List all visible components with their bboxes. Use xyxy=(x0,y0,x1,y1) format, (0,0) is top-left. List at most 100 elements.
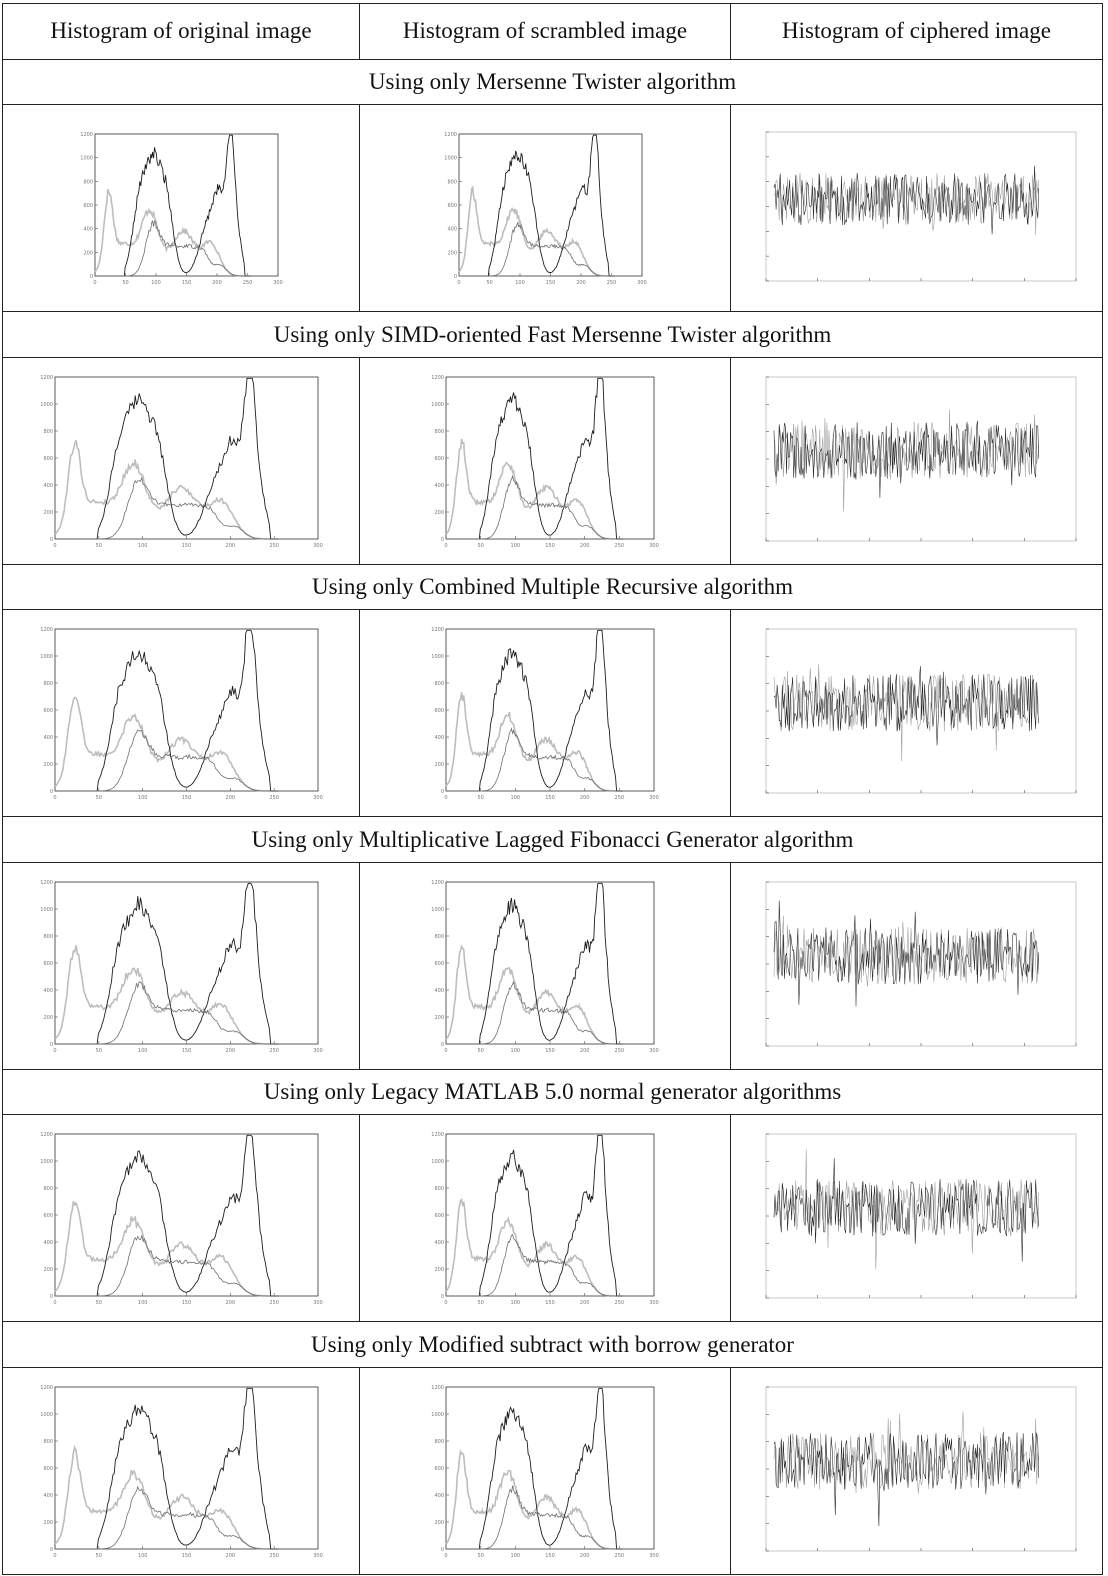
y-tick-label: 1200 xyxy=(40,1132,53,1138)
y-tick-label: 1200 xyxy=(431,1385,444,1391)
x-tick-label: 300 xyxy=(649,1300,659,1306)
x-tick-label: 150 xyxy=(545,1048,555,1054)
x-tick-label: 200 xyxy=(225,1553,235,1559)
y-tick-label: 600 xyxy=(434,1466,444,1472)
original-histogram-plot: 1200 1000 800 600 400 200 00 50 100 150 200 250 300 xyxy=(40,880,323,1054)
y-tick-label: 800 xyxy=(434,1439,444,1445)
y-tick-label: 1200 xyxy=(40,1385,53,1391)
scrambled-histogram-cell: 1200 1000 800 600 400 200 0 0 50 100 150 200 250 300 xyxy=(359,861,731,1070)
y-tick-label: 600 xyxy=(434,708,444,714)
channel-mid-line xyxy=(54,476,278,540)
x-tick-label: 150 xyxy=(181,280,191,286)
x-tick-label: 100 xyxy=(515,280,525,286)
x-tick-label: 250 xyxy=(269,1553,279,1559)
x-tick-label: 50 xyxy=(122,280,128,286)
channel-light-line xyxy=(457,185,614,278)
header-ciphered: Histogram of ciphered image xyxy=(730,3,1103,60)
y-tick-label: 400 xyxy=(43,1240,53,1246)
y-tick-label: 800 xyxy=(434,681,444,687)
x-tick-label: 150 xyxy=(545,795,555,801)
x-tick-label: 300 xyxy=(313,1048,323,1054)
x-tick-label: 200 xyxy=(580,1048,590,1054)
y-tick-label: 200 xyxy=(43,762,53,768)
channel-dark-line xyxy=(54,1387,278,1550)
plot-frame xyxy=(445,1386,655,1550)
ciphered-histogram-cell xyxy=(730,1114,1103,1323)
y-tick-label: 400 xyxy=(43,735,53,741)
x-tick-label: 300 xyxy=(313,1300,323,1306)
plots-row: 1200 1000 800 600 400 200 0 0 50 100 150 200 250 300 … xyxy=(2,861,1103,1070)
y-tick-label: 200 xyxy=(447,251,457,257)
channel-dark-line xyxy=(446,1135,623,1297)
y-tick-label: 1200 xyxy=(40,880,53,886)
section-row: Using only Mersenne Twister algorithm xyxy=(2,58,1103,106)
scrambled-histogram-plot: 1200 1000 800 600 400 200 00 50 100 150 200 250 300 xyxy=(431,1385,659,1559)
x-tick-label: 200 xyxy=(580,1300,590,1306)
ciphered-histogram-cell xyxy=(730,861,1103,1070)
x-tick-label: 150 xyxy=(545,280,555,286)
y-tick-label: 200 xyxy=(434,1015,444,1021)
x-tick-label: 150 xyxy=(181,795,191,801)
channel-light-line xyxy=(54,696,278,793)
channel-mid-line xyxy=(446,1234,623,1297)
x-tick-label: 150 xyxy=(181,1048,191,1054)
cipher-dark-line xyxy=(773,666,1039,746)
x-tick-label: 50 xyxy=(477,543,483,549)
channel-mid-line xyxy=(54,981,278,1045)
x-tick-label: 250 xyxy=(615,543,625,549)
x-tick-label: 250 xyxy=(269,543,279,549)
channel-mid-line xyxy=(446,981,623,1045)
x-tick-label: 100 xyxy=(511,1553,521,1559)
y-tick-label: 400 xyxy=(43,483,53,489)
scrambled-histogram-cell: 1200 1000 800 600 400 200 0 0 50 100 150 200 250 300 xyxy=(359,1114,731,1323)
x-tick-label: 300 xyxy=(313,795,323,801)
y-tick-label: 600 xyxy=(83,203,93,209)
y-tick-label: 400 xyxy=(83,227,93,233)
x-tick-label: 0 xyxy=(444,543,447,549)
y-tick-label: 1000 xyxy=(40,402,53,408)
x-tick-label: 300 xyxy=(649,795,659,801)
y-tick-label: 1200 xyxy=(80,132,93,138)
x-tick-label: 300 xyxy=(649,1553,659,1559)
original-histogram-cell: 1200 1000 800 600 400 200 0 0 50 100 150 200 250 300 xyxy=(2,609,360,818)
y-tick-label: 1200 xyxy=(431,375,444,381)
original-histogram-plot: 1200 1000 800 600 400 200 00 50 100 150 200 250 300 xyxy=(40,627,323,801)
cipher-dark-line xyxy=(773,1431,1039,1526)
y-tick-label: 600 xyxy=(447,203,457,209)
scrambled-histogram-cell: 1200 1000 800 600 400 200 0 0 50 100 150 200 250 300 xyxy=(359,104,731,313)
y-tick-label: 800 xyxy=(43,681,53,687)
y-tick-label: 0 xyxy=(49,1547,52,1553)
ciphered-histogram-plot xyxy=(765,131,1076,282)
x-tick-label: 100 xyxy=(511,543,521,549)
channel-light-line xyxy=(53,1444,278,1550)
channel-dark-line xyxy=(446,377,623,540)
y-tick-label: 400 xyxy=(434,1240,444,1246)
x-tick-label: 100 xyxy=(137,1048,147,1054)
ciphered-histogram-cell xyxy=(730,609,1103,818)
x-tick-label: 50 xyxy=(95,1553,101,1559)
y-tick-label: 0 xyxy=(453,274,456,280)
section-row: Using only Modified subtract with borrow… xyxy=(2,1321,1103,1368)
x-tick-label: 50 xyxy=(477,795,483,801)
section-title-multiplicative-lagged-fibonacci: Using only Multiplicative Lagged Fibonac… xyxy=(2,816,1103,863)
plot-frame xyxy=(445,881,655,1045)
x-tick-label: 0 xyxy=(53,1048,56,1054)
plot-frame xyxy=(445,628,655,792)
plot-frame xyxy=(765,1133,1076,1299)
x-tick-label: 200 xyxy=(576,280,586,286)
channel-mid-line xyxy=(54,729,278,792)
plots-row: 1200 1000 800 600 400 200 0 0 50 100 150 200 250 300 … xyxy=(2,609,1103,818)
plot-frame xyxy=(94,133,278,277)
y-tick-label: 0 xyxy=(49,1294,52,1300)
y-tick-label: 1200 xyxy=(40,375,53,381)
x-tick-label: 300 xyxy=(273,280,283,286)
channel-light-line xyxy=(445,1448,623,1550)
header-original: Histogram of original image xyxy=(2,3,360,60)
x-tick-label: 0 xyxy=(457,280,460,286)
x-tick-label: 300 xyxy=(313,543,323,549)
section-row: Using only Combined Multiple Recursive a… xyxy=(2,563,1103,611)
x-tick-label: 200 xyxy=(580,795,590,801)
x-tick-label: 0 xyxy=(444,1553,447,1559)
y-tick-label: 400 xyxy=(447,227,457,233)
channel-mid-line xyxy=(94,220,250,277)
